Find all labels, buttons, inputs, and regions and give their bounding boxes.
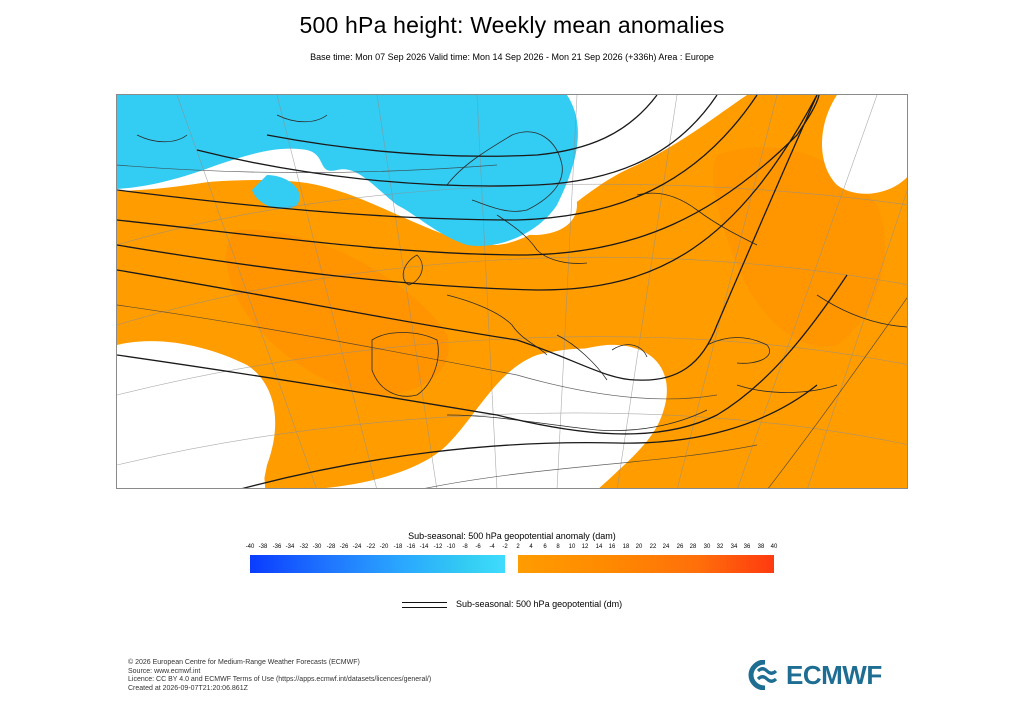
map-svg bbox=[117, 95, 907, 488]
neutral-area-northeast bbox=[822, 95, 907, 194]
positive-anomaly-core-east bbox=[713, 147, 885, 347]
ecmwf-logo-text: ECMWF bbox=[786, 659, 882, 690]
credit-copyright: © 2026 European Centre for Medium-Range … bbox=[128, 659, 360, 666]
tick-neg: -14 bbox=[419, 544, 429, 550]
tick-pos: 40 bbox=[770, 544, 778, 550]
tick-neg: -22 bbox=[366, 544, 376, 550]
ecmwf-logo-icon bbox=[748, 660, 778, 690]
tick-neg: -28 bbox=[326, 544, 336, 550]
tick-pos: 20 bbox=[635, 544, 643, 550]
tick-neg: -2 bbox=[502, 544, 508, 550]
neutral-area-southwest bbox=[117, 341, 276, 488]
tick-neg: -18 bbox=[393, 544, 403, 550]
ecmwf-logo: ECMWF bbox=[748, 660, 882, 690]
credits: © 2026 European Centre for Medium-Range … bbox=[128, 659, 431, 693]
tick-pos: 24 bbox=[662, 544, 670, 550]
tick-pos: 26 bbox=[676, 544, 684, 550]
tick-neg: -32 bbox=[299, 544, 309, 550]
page-title: 500 hPa height: Weekly mean anomalies bbox=[299, 12, 725, 38]
tick-neg: -26 bbox=[339, 544, 349, 550]
positive-anomaly-area bbox=[117, 95, 907, 488]
tick-pos: 4 bbox=[529, 544, 533, 550]
negative-anomaly-tongue bbox=[252, 175, 300, 210]
positive-anomaly-core bbox=[226, 229, 449, 395]
tick-neg: -10 bbox=[446, 544, 456, 550]
tick-pos: 38 bbox=[757, 544, 765, 550]
anomaly-map[interactable] bbox=[116, 94, 908, 489]
tick-pos: 10 bbox=[568, 544, 576, 550]
tick-pos: 34 bbox=[730, 544, 738, 550]
tick-neg: -6 bbox=[475, 544, 481, 550]
geopotential-contours-thin bbox=[117, 164, 907, 488]
tick-pos: 36 bbox=[743, 544, 751, 550]
tick-neg: -12 bbox=[433, 544, 443, 550]
tick-neg: -20 bbox=[379, 544, 389, 550]
tick-pos: 16 bbox=[608, 544, 616, 550]
credit-source: Source: www.ecmwf.int bbox=[128, 667, 201, 675]
tick-pos: 28 bbox=[689, 544, 697, 550]
colorbar-ticks: -40 -38 -36 -34 -32 -30 -28 -26 -24 -22 … bbox=[0, 544, 1024, 554]
contour-legend-label: Sub-seasonal: 500 hPa geopotential (dm) bbox=[456, 599, 623, 609]
tick-neg: -30 bbox=[312, 544, 322, 550]
credit-created: Created at 2026-09-07T21:20:06.861Z bbox=[128, 684, 248, 692]
coastlines bbox=[136, 114, 907, 431]
neutral-area-mediterranean bbox=[516, 344, 667, 488]
contour-legend-swatch bbox=[402, 602, 447, 608]
colorbar-negative bbox=[250, 555, 505, 573]
tick-pos: 8 bbox=[556, 544, 560, 550]
credit-licence: Licence: CC BY 4.0 and ECMWF Terms of Us… bbox=[128, 676, 432, 684]
tick-pos: 14 bbox=[595, 544, 603, 550]
tick-pos: 6 bbox=[543, 544, 547, 550]
colorbar-title: Sub-seasonal: 500 hPa geopotential anoma… bbox=[408, 531, 616, 541]
colorbar-positive bbox=[518, 555, 774, 573]
geopotential-contours bbox=[117, 95, 848, 488]
tick-neg: -16 bbox=[406, 544, 416, 550]
tick-pos: 22 bbox=[649, 544, 657, 550]
tick-pos: 2 bbox=[516, 544, 520, 550]
tick-neg: -40 bbox=[245, 544, 255, 550]
tick-pos: 12 bbox=[581, 544, 589, 550]
tick-neg: -8 bbox=[462, 544, 468, 550]
negative-anomaly-area bbox=[117, 95, 578, 246]
tick-pos: 30 bbox=[703, 544, 711, 550]
tick-pos: 32 bbox=[716, 544, 724, 550]
tick-pos: 18 bbox=[622, 544, 630, 550]
tick-neg: -24 bbox=[352, 544, 362, 550]
tick-neg: -4 bbox=[489, 544, 495, 550]
page-subtitle: Base time: Mon 07 Sep 2026 Valid time: M… bbox=[310, 52, 714, 62]
tick-neg: -34 bbox=[285, 544, 295, 550]
tick-neg: -36 bbox=[272, 544, 282, 550]
tick-neg: -38 bbox=[258, 544, 268, 550]
